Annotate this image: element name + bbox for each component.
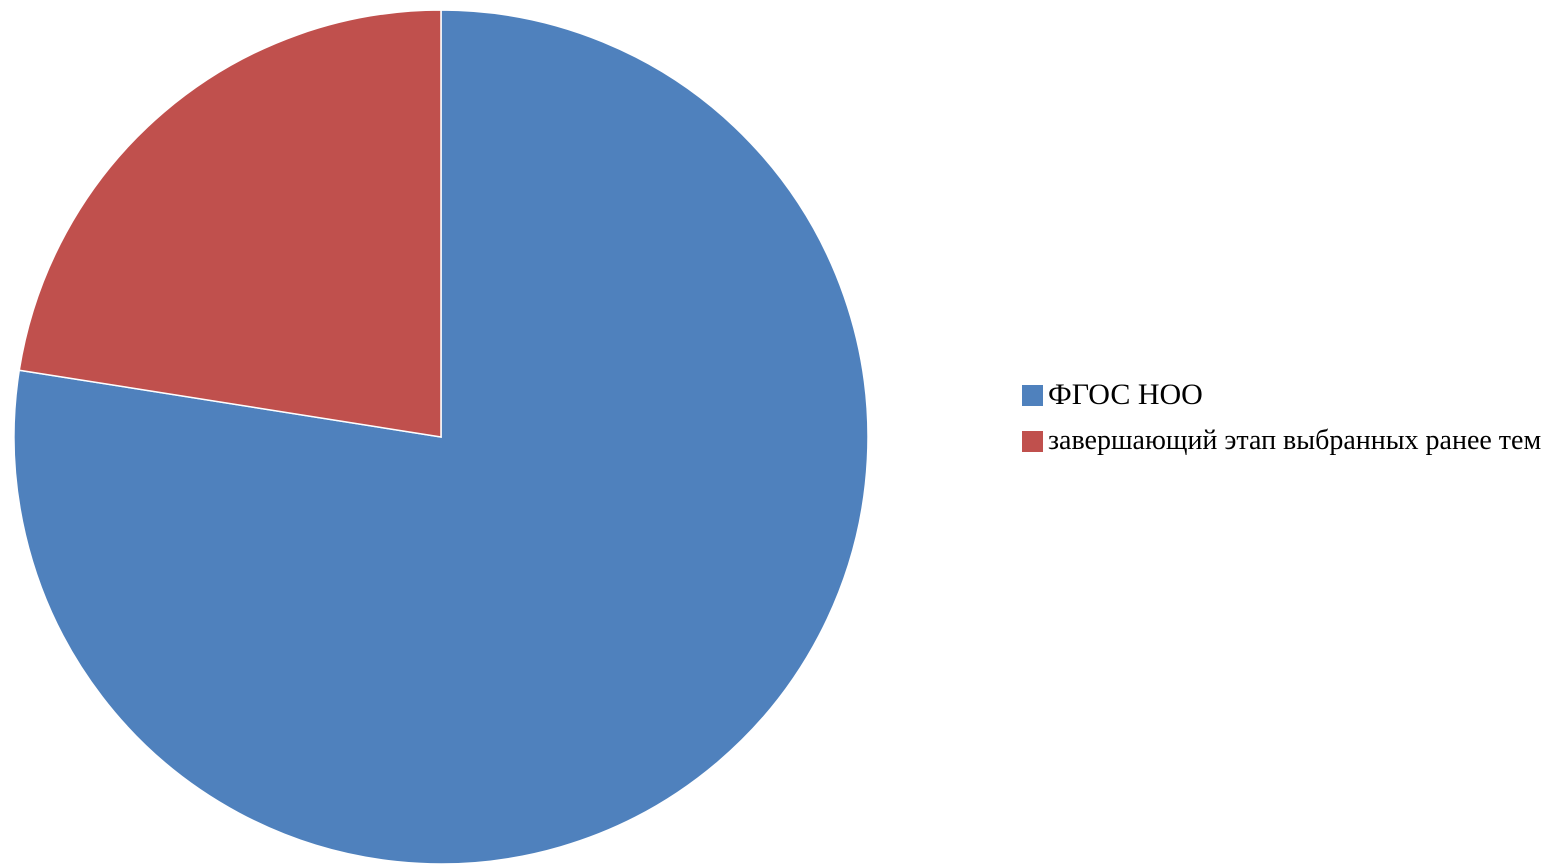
legend-swatch-final-stage	[1022, 430, 1043, 452]
legend-label-fgos-noo: ФГОС НОО	[1048, 378, 1203, 411]
legend: ФГОС НОО завершающий этап выбранных ране…	[1022, 374, 1558, 462]
pie-slices	[13, 9, 869, 865]
legend-item-fgos-noo: ФГОС НОО	[1022, 374, 1558, 416]
pie-chart	[13, 9, 869, 865]
pie-slice-final-stage	[18, 9, 442, 438]
legend-swatch-fgos-noo	[1022, 384, 1043, 406]
legend-label-final-stage: завершающий этап выбранных ранее тем	[1048, 425, 1542, 456]
legend-item-final-stage: завершающий этап выбранных ранее тем	[1022, 420, 1558, 462]
